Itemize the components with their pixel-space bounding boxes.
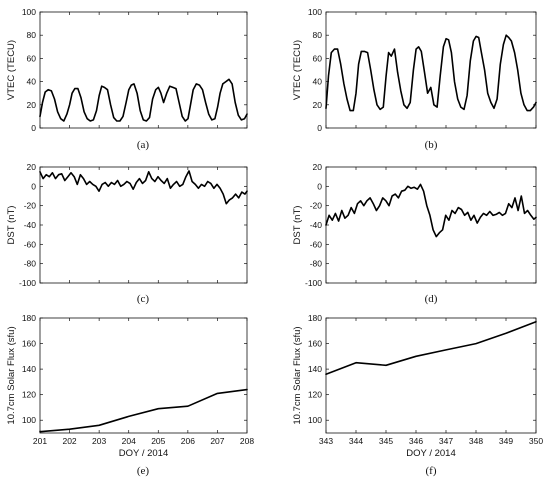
panel-label: (a) <box>137 139 150 151</box>
y-axis-label: VTEC (TECU) <box>6 40 17 100</box>
y-axis-label: 10.7cm Solar Flux (sfu) <box>292 326 303 424</box>
y-tick-label: 120 <box>22 390 36 400</box>
x-axis-label: DOY / 2014 <box>406 448 455 459</box>
y-tick-label: 0 <box>317 123 322 133</box>
panel-c: -100 -80 -60 -40 -20 0 20 DST (nT) (c) <box>6 162 248 305</box>
series-line <box>39 78 248 122</box>
x-axis-label: DOY / 2014 <box>119 448 168 459</box>
y-axis-label: DST (nT) <box>292 206 303 245</box>
plot-frame <box>39 166 248 284</box>
panel-label: (c) <box>137 293 150 305</box>
y-tick-label: 60 <box>313 53 323 63</box>
y-tick-label: 0 <box>317 181 322 191</box>
y-tick-label: 0 <box>31 123 36 133</box>
y-tick-label: 100 <box>308 415 322 425</box>
y-tick-label: 160 <box>22 339 36 349</box>
x-tick-label: 343 <box>319 436 333 446</box>
y-tick-label: 140 <box>22 364 36 374</box>
x-tick-label: 205 <box>151 436 165 446</box>
x-tick-label: 344 <box>349 436 363 446</box>
panel-f: 100 120 140 160 180 343 344 345 346 347 348 349 350 1… <box>292 313 543 477</box>
y-axis-label: VTEC (TECU) <box>292 40 303 100</box>
plot-frame <box>325 166 537 284</box>
y-tick-label: 120 <box>308 390 322 400</box>
y-tick-label: -40 <box>24 220 37 230</box>
plot-frame <box>325 11 537 129</box>
y-tick-label: -80 <box>310 259 323 269</box>
y-tick-label: -100 <box>305 278 322 288</box>
y-tick-label: 140 <box>308 364 322 374</box>
x-tick-label: 206 <box>181 436 195 446</box>
y-axis-label: 10.7cm Solar Flux (sfu) <box>6 326 17 424</box>
x-tick-label: 346 <box>409 436 423 446</box>
y-tick-label: 0 <box>31 181 36 191</box>
y-tick-label: 180 <box>308 313 322 323</box>
series-line <box>325 183 537 238</box>
y-tick-label: 20 <box>313 100 323 110</box>
x-tick-label: 207 <box>210 436 224 446</box>
series-line <box>325 320 537 376</box>
series-line <box>39 388 248 433</box>
x-tick-label: 208 <box>240 436 254 446</box>
panel-label: (f) <box>426 465 437 477</box>
plot-frame <box>39 317 248 434</box>
plot-frame <box>39 11 248 129</box>
panel-d: -100 -80 -60 -40 -20 0 20 DST (nT) (d) <box>292 162 537 305</box>
series-line <box>39 170 248 205</box>
y-axis-label: DST (nT) <box>6 206 17 245</box>
y-tick-label: 80 <box>27 30 37 40</box>
x-tick-label: 345 <box>379 436 393 446</box>
y-tick-label: 20 <box>313 162 323 172</box>
x-tick-label: 349 <box>499 436 513 446</box>
panel-label: (e) <box>137 465 150 477</box>
x-tick-label: 203 <box>92 436 106 446</box>
y-tick-label: -100 <box>19 278 36 288</box>
x-tick-label: 201 <box>33 436 47 446</box>
y-tick-label: -40 <box>310 220 323 230</box>
panel-e: 100 120 140 160 180 201 202 203 204 205 206 207 208 1… <box>6 313 254 477</box>
y-tick-label: 40 <box>313 77 323 87</box>
y-tick-label: 80 <box>313 30 323 40</box>
x-tick-label: 202 <box>62 436 76 446</box>
panel-a: 0 20 40 60 80 100 VTEC (TECU) (a) <box>6 7 248 151</box>
x-tick-label: 350 <box>529 436 543 446</box>
y-tick-label: -80 <box>24 259 37 269</box>
y-tick-label: 180 <box>22 313 36 323</box>
y-tick-label: -60 <box>24 239 37 249</box>
y-tick-label: 60 <box>27 53 37 63</box>
y-tick-label: 100 <box>308 7 322 17</box>
y-tick-label: 40 <box>27 77 37 87</box>
panel-b: 0 20 40 60 80 100 VTEC (TECU) (b) <box>292 7 537 151</box>
x-tick-label: 347 <box>439 436 453 446</box>
y-tick-label: 100 <box>22 7 36 17</box>
y-tick-label: -20 <box>310 201 323 211</box>
y-tick-label: 100 <box>22 415 36 425</box>
plot-frame <box>325 317 537 434</box>
y-tick-label: -60 <box>310 239 323 249</box>
panel-label: (b) <box>425 139 438 151</box>
x-tick-label: 348 <box>469 436 483 446</box>
x-tick-label: 204 <box>122 436 136 446</box>
y-tick-label: -20 <box>24 201 37 211</box>
series-line <box>325 34 537 112</box>
y-tick-label: 160 <box>308 339 322 349</box>
y-tick-label: 20 <box>27 162 37 172</box>
y-tick-label: 20 <box>27 100 37 110</box>
panel-label: (d) <box>425 293 438 305</box>
